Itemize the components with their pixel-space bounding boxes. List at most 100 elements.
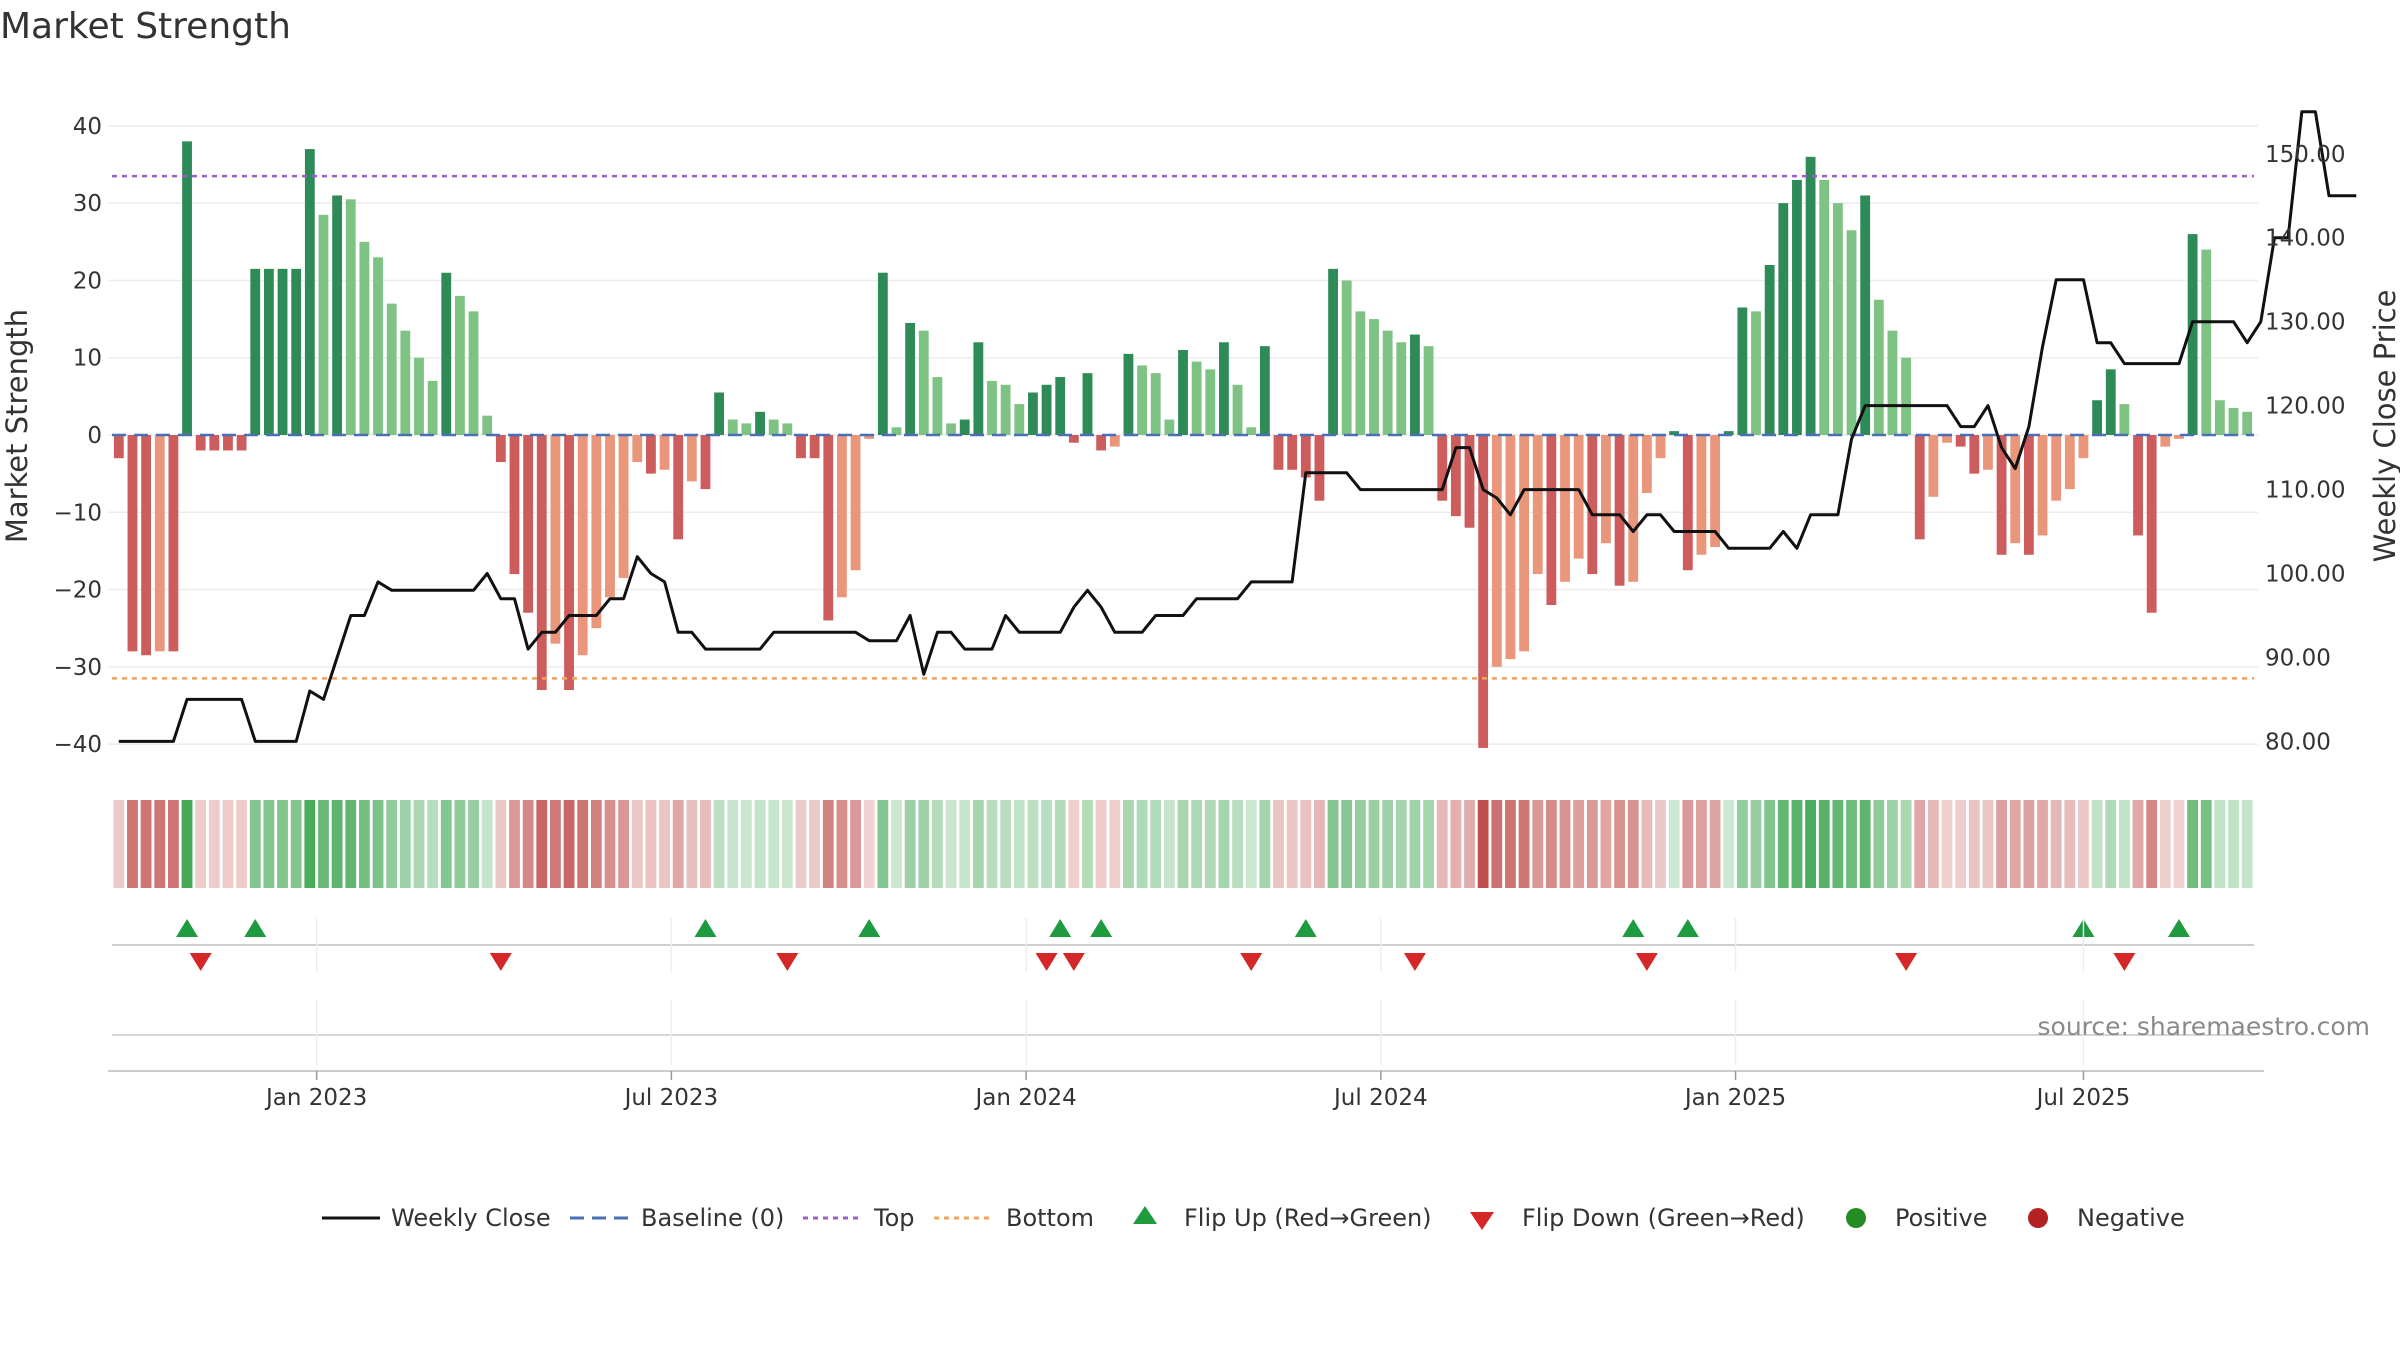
strength-bar	[2064, 435, 2075, 490]
strength-bar	[1805, 156, 1816, 435]
strength-bar	[837, 435, 847, 598]
strength-bar	[2010, 435, 2021, 544]
heat-cell	[208, 800, 220, 888]
heat-cell	[754, 800, 766, 888]
heat-cell	[1382, 800, 1394, 888]
heat-cell	[481, 800, 493, 888]
heat-cell	[1996, 800, 2008, 888]
heat-cell	[563, 800, 575, 888]
heat-cell	[1941, 800, 1953, 888]
heat-cell	[113, 800, 125, 888]
strength-bar	[987, 380, 997, 435]
heat-cell	[1859, 800, 1871, 888]
heat-cell	[2146, 800, 2158, 888]
heat-cell	[959, 800, 971, 888]
heat-cell	[1177, 800, 1189, 888]
heat-cell	[495, 800, 507, 888]
heat-cell	[850, 800, 861, 888]
strength-bar	[1778, 203, 1789, 435]
heat-cell	[1027, 800, 1039, 888]
strength-bar	[1519, 435, 1529, 652]
strength-bar	[2119, 404, 2130, 435]
strength-bar	[1983, 435, 1993, 470]
heat-cell	[1873, 800, 1885, 888]
heat-cell	[809, 800, 821, 888]
strength-bar	[605, 435, 615, 598]
strength-bar	[1723, 431, 1734, 435]
heat-cell	[822, 800, 834, 888]
legend-label: Bottom	[1006, 1204, 1094, 1232]
strength-bar	[1246, 427, 1257, 435]
heat-cell	[631, 800, 643, 888]
strength-bar	[509, 435, 520, 575]
y-tick-label: 40	[73, 114, 102, 140]
heat-cell	[509, 800, 520, 888]
strength-bar	[1887, 330, 1898, 435]
heat-cell	[127, 800, 138, 888]
strength-bar	[250, 268, 261, 435]
source-note: source: sharemaestro.com	[2038, 1012, 2371, 1041]
y2-tick-label: 110.00	[2265, 478, 2345, 504]
strength-bar	[1696, 435, 1707, 555]
heat-cell	[986, 800, 998, 888]
heat-cell	[1013, 800, 1025, 888]
heat-cell	[140, 800, 152, 888]
heat-cell	[1423, 800, 1434, 888]
legend-item: Positive	[1846, 1204, 1988, 1232]
strength-bar	[1273, 435, 1284, 470]
heat-cell	[1218, 800, 1230, 888]
heat-cell	[1163, 800, 1175, 888]
flip-down-marker	[1240, 953, 1263, 971]
heat-cell	[181, 800, 193, 888]
strength-bar	[1546, 435, 1557, 605]
legend-item: Bottom	[934, 1204, 1094, 1232]
y-axis-ticks: 40 30 20 10 0 −10 −20 −30 −40 150.00 140.00 130.00 1…	[53, 114, 2345, 758]
heat-cell	[2091, 800, 2103, 888]
flip-up-marker	[1294, 919, 1317, 937]
strength-bar	[1382, 330, 1393, 435]
strength-bar	[905, 322, 916, 435]
reference-lines	[112, 174, 2254, 680]
strength-bar	[1955, 435, 1966, 447]
flip-up-marker	[694, 919, 717, 937]
strength-bar	[1792, 180, 1802, 435]
heat-cell	[1464, 800, 1475, 888]
strength-bar	[1682, 435, 1693, 571]
heat-cell	[1000, 800, 1012, 888]
heat-cell	[618, 800, 630, 888]
heat-cell	[1696, 800, 1707, 888]
legend-label: Weekly Close	[391, 1204, 551, 1232]
x-axis-ticks: Jan 2023 Jul 2023 Jan 2024 Jul 2024 Jan 2025…	[264, 918, 2130, 1111]
strength-bar	[1423, 346, 1434, 435]
y2-tick-label: 150.00	[2265, 142, 2345, 168]
strength-bar	[1341, 280, 1352, 435]
strength-bar	[2146, 435, 2157, 613]
heat-cell	[1818, 800, 1830, 888]
strength-bar	[1410, 334, 1420, 435]
strength-bar	[1901, 357, 1912, 435]
heat-cell	[413, 800, 425, 888]
legend-swatch-positive	[1846, 1208, 1866, 1228]
heat-cell	[1054, 800, 1066, 888]
strength-bar	[1096, 435, 1107, 451]
flip-up-marker	[1049, 919, 1072, 937]
strength-bar	[755, 411, 765, 435]
strength-bar	[386, 303, 397, 435]
y-tick-label: 20	[73, 268, 102, 294]
heat-cell	[536, 800, 548, 888]
flip-up-marker	[1090, 919, 1113, 937]
strength-bar	[1464, 435, 1475, 528]
strength-bar	[973, 342, 984, 435]
flip-down-marker	[1895, 953, 1918, 971]
heat-cell	[290, 800, 302, 888]
strength-bar	[2092, 400, 2103, 435]
strength-bar	[113, 435, 124, 459]
heat-cell	[590, 800, 602, 888]
strength-bar	[1819, 180, 1830, 435]
heat-cell	[1123, 800, 1134, 888]
strength-bar	[1669, 431, 1680, 435]
strength-bar	[277, 268, 288, 435]
heat-cell	[877, 800, 889, 888]
strength-bar	[345, 199, 356, 435]
